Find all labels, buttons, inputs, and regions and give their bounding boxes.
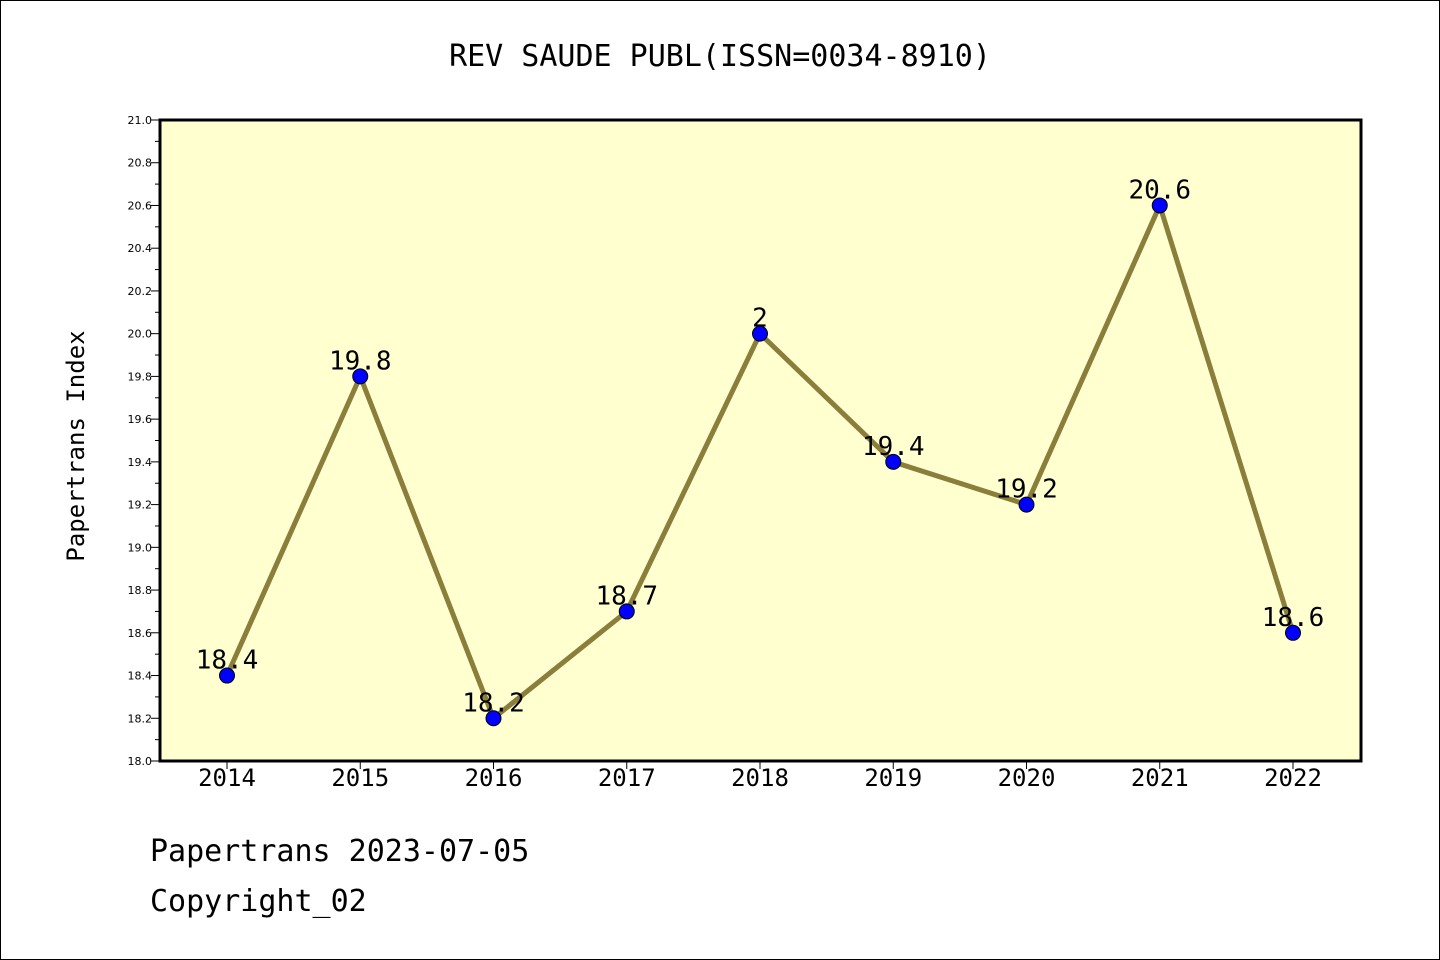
data-label: 18.6 bbox=[1262, 603, 1325, 633]
data-point bbox=[752, 325, 768, 342]
data-label: 19.2 bbox=[995, 475, 1058, 505]
x-tick-label: 2017 bbox=[598, 764, 656, 792]
y-tick-label: 20.4 bbox=[128, 242, 153, 255]
x-tick-label: 2018 bbox=[731, 764, 789, 792]
data-label: 18.4 bbox=[196, 646, 259, 676]
y-tick-label: 18.2 bbox=[128, 712, 153, 725]
x-tick-label: 2016 bbox=[465, 764, 523, 792]
data-point bbox=[219, 667, 235, 684]
footer-copyright: Copyright_02 bbox=[150, 884, 367, 919]
data-point bbox=[618, 603, 635, 620]
data-label: 2 bbox=[752, 304, 768, 334]
y-tick-label: 18.4 bbox=[128, 670, 153, 683]
data-point bbox=[1285, 624, 1301, 641]
x-tick-label: 2020 bbox=[998, 764, 1056, 792]
series-layer: 18.4 19.8 18.2 18.7 2 19.4 19.2 20.6 18.6 bbox=[196, 175, 1325, 727]
data-point bbox=[1151, 197, 1168, 214]
y-axis-label: Papertrans Index bbox=[62, 330, 90, 561]
data-label: 18.7 bbox=[595, 581, 658, 611]
chart-title: REV SAUDE PUBL(ISSN=0034-8910) bbox=[449, 39, 991, 74]
data-point bbox=[485, 710, 502, 727]
y-tick-label: 20.2 bbox=[128, 285, 153, 298]
y-tick-label: 21.0 bbox=[128, 114, 153, 127]
x-tick-label: 2021 bbox=[1131, 764, 1189, 792]
y-tick-label: 20.8 bbox=[128, 157, 153, 170]
y-tick-label: 20.0 bbox=[128, 328, 153, 341]
y-tick-label: 19.2 bbox=[128, 499, 153, 512]
x-tick-label: 2019 bbox=[864, 764, 922, 792]
y-tick-label: 19.8 bbox=[128, 370, 153, 383]
data-point bbox=[1018, 496, 1035, 513]
x-axis: 2014 2015 2016 2017 2018 2019 2020 2021 2022 bbox=[198, 761, 1322, 792]
data-point bbox=[885, 453, 902, 470]
data-label: 19.8 bbox=[329, 346, 392, 376]
data-label: 19.4 bbox=[862, 432, 925, 462]
data-label: 20.6 bbox=[1128, 175, 1191, 205]
data-label: 18.2 bbox=[462, 688, 525, 718]
x-tick-label: 2014 bbox=[198, 764, 256, 792]
y-tick-label: 20.6 bbox=[128, 199, 153, 212]
y-tick-label: 19.4 bbox=[128, 456, 153, 469]
y-tick-label: 18.8 bbox=[128, 584, 153, 597]
plot-area bbox=[158, 118, 1363, 763]
x-tick-label: 2022 bbox=[1264, 764, 1322, 792]
footer-date: Papertrans 2023-07-05 bbox=[150, 834, 530, 869]
y-tick-label: 18.0 bbox=[128, 755, 153, 768]
x-tick-label: 2015 bbox=[331, 764, 389, 792]
y-tick-label: 18.6 bbox=[128, 627, 153, 640]
y-axis: 18.0 18.2 18.4 18.6 18.8 19.0 19.2 19.4 19.6 19.8… bbox=[128, 114, 160, 768]
data-point bbox=[352, 368, 369, 385]
y-tick-label: 19.0 bbox=[128, 541, 153, 554]
y-tick-label: 19.6 bbox=[128, 413, 153, 426]
